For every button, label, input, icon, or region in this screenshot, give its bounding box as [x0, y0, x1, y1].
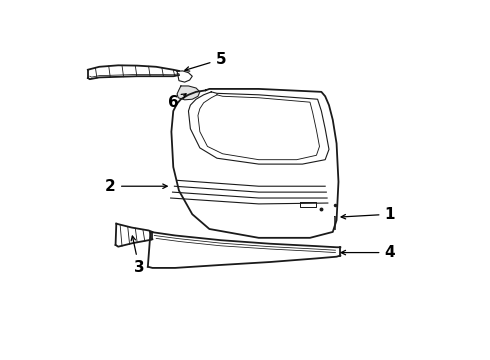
Text: 1: 1 [341, 207, 395, 222]
Text: 5: 5 [185, 52, 226, 71]
Text: 4: 4 [341, 245, 395, 260]
Text: 6: 6 [168, 94, 186, 110]
Text: 3: 3 [131, 236, 145, 275]
Polygon shape [177, 86, 200, 100]
Text: 2: 2 [105, 179, 167, 194]
